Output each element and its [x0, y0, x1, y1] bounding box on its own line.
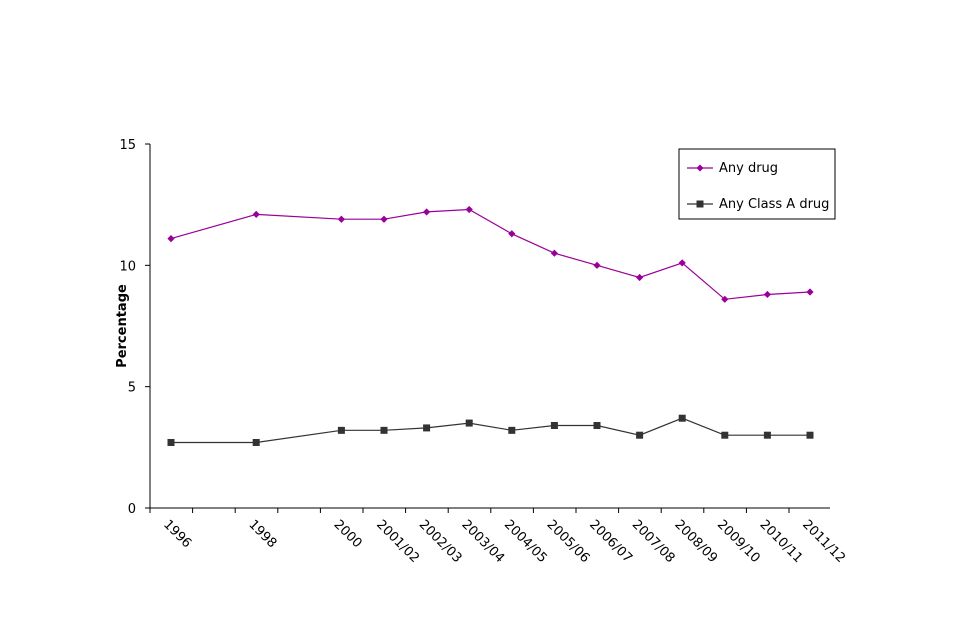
- data-point: [721, 431, 729, 439]
- x-tick-label: 1996: [160, 517, 194, 551]
- x-tick-label: 2005/06: [544, 517, 593, 566]
- data-point: [593, 261, 601, 269]
- x-tick-label: 2003/04: [458, 517, 507, 566]
- x-tick-label: 2010/11: [757, 517, 806, 566]
- data-point: [167, 438, 175, 446]
- y-tick-label: 0: [128, 502, 136, 517]
- data-point: [423, 424, 431, 432]
- x-tick-label: 2002/03: [416, 517, 465, 566]
- data-point: [252, 210, 260, 218]
- data-point: [508, 426, 516, 434]
- data-point: [593, 421, 601, 429]
- series-line: [171, 417, 810, 444]
- x-tick-label: 2006/07: [586, 517, 635, 566]
- legend: Any drug Any Class A drug: [678, 148, 836, 220]
- x-tick-label: 2008/09: [671, 517, 720, 566]
- data-point: [763, 290, 771, 299]
- legend-box: [678, 148, 836, 220]
- series-layer: [167, 205, 814, 446]
- data-point: [380, 426, 388, 434]
- y-axis-title: Percentage: [115, 284, 130, 368]
- data-point: [465, 205, 473, 214]
- legend-label-any-drug: Any drug: [719, 161, 778, 176]
- data-point: [636, 431, 644, 439]
- data-point: [763, 431, 771, 439]
- data-point: [167, 235, 175, 243]
- data-point: [721, 295, 729, 303]
- legend-marker-any-class-a-drug: [696, 200, 704, 208]
- data-point: [678, 414, 686, 422]
- y-axis-ticks: 0 5 10 15: [119, 138, 150, 517]
- legend-marker-any-drug: [696, 164, 704, 172]
- series-line: [170, 208, 811, 300]
- x-axis-ticks: 1996 1998 2000 2001/022002/032003/042004/05…: [149, 508, 848, 566]
- data-point: [465, 419, 473, 427]
- series-0: [167, 205, 814, 303]
- data-point: [550, 421, 558, 429]
- x-tick-label: 2009/10: [714, 517, 763, 566]
- x-tick-label: 2000: [331, 517, 365, 551]
- x-tick-label: 2011/12: [799, 517, 848, 566]
- data-point: [252, 438, 260, 446]
- y-tick-label: 10: [119, 259, 136, 274]
- x-tick-label: 2004/05: [501, 517, 550, 566]
- data-point: [806, 431, 814, 439]
- data-point: [636, 273, 644, 282]
- x-tick-label: 2001/02: [373, 517, 422, 566]
- y-tick-label: 15: [119, 138, 136, 153]
- x-tick-label: 1998: [245, 517, 279, 551]
- legend-label-any-class-a-drug: Any Class A drug: [719, 197, 829, 212]
- data-point: [806, 288, 814, 296]
- data-point: [337, 426, 345, 434]
- data-point: [380, 215, 388, 223]
- data-point: [423, 208, 431, 216]
- data-point: [508, 230, 516, 238]
- data-point: [678, 259, 686, 267]
- series-1: [167, 414, 814, 446]
- chart-axes: [149, 144, 830, 509]
- x-tick-label: 2007/08: [629, 517, 678, 566]
- data-point: [550, 249, 558, 257]
- y-tick-label: 5: [128, 381, 136, 396]
- data-point: [337, 215, 345, 223]
